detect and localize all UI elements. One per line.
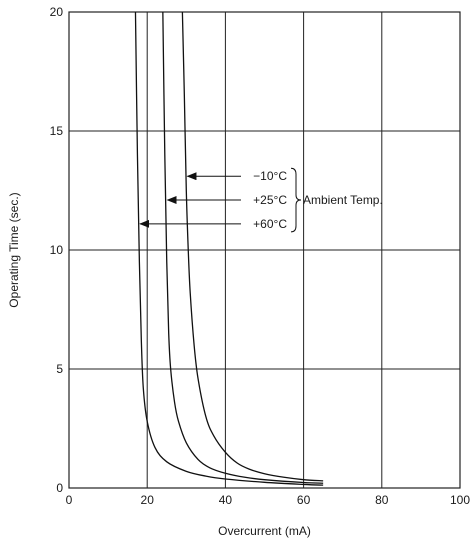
grid <box>69 12 460 488</box>
x-axis-title: Overcurrent (mA) <box>218 524 311 538</box>
series-line-1 <box>162 11 324 484</box>
y-tick-label: 0 <box>56 481 63 495</box>
y-tick-label: 10 <box>50 243 64 257</box>
y-tick-label: 15 <box>50 124 64 138</box>
x-tick-label: 0 <box>66 493 73 507</box>
plot-frame <box>68 11 461 489</box>
x-tick-label: 100 <box>450 493 470 507</box>
annotation-group-label: Ambient Temp. <box>303 193 383 207</box>
annotation-label: +60°C <box>253 217 287 231</box>
x-tick-label: 40 <box>219 493 233 507</box>
legend-annotations: −10°C +25°C +60°C Ambient Temp. <box>139 167 383 233</box>
x-tick-label: 20 <box>141 493 155 507</box>
x-tick-label: 60 <box>297 493 311 507</box>
series-line-2 <box>181 11 324 482</box>
y-tick-label: 20 <box>50 5 64 19</box>
y-tick-label: 5 <box>56 362 63 376</box>
annotation-bracket <box>290 167 302 233</box>
series-line-0 <box>134 11 324 486</box>
annotation-label: +25°C <box>253 193 287 207</box>
curves <box>134 11 324 486</box>
x-tick-label: 80 <box>375 493 389 507</box>
y-axis-title: Operating Time (sec.) <box>7 192 21 307</box>
tick-labels: 0 20 40 60 80 100 0 5 10 15 20 <box>50 5 471 507</box>
annotation-label: −10°C <box>253 169 287 183</box>
